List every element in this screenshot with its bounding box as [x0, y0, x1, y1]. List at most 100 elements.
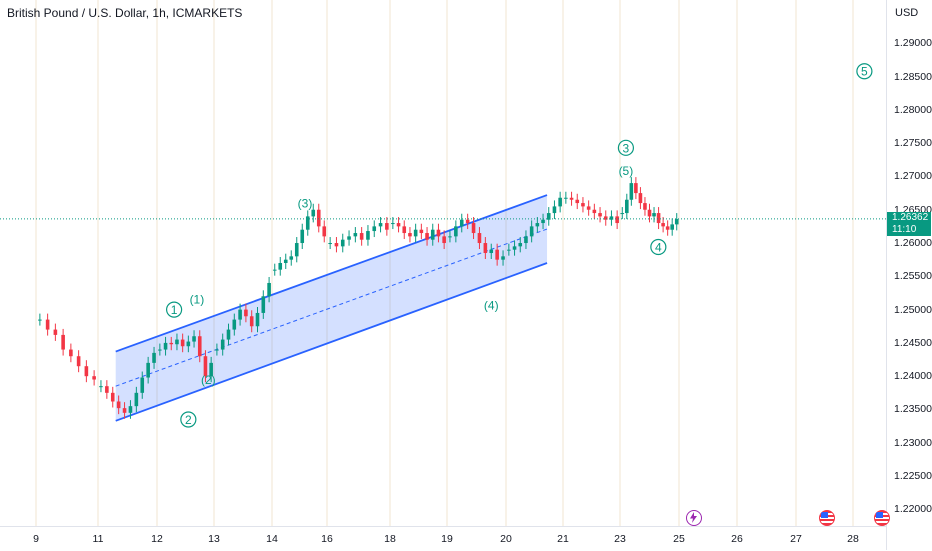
candle-body [192, 336, 196, 342]
candle-body [316, 209, 321, 227]
candle-body [372, 226, 377, 232]
candle-body [402, 226, 407, 234]
candle-body [186, 341, 191, 347]
candle-body [558, 197, 562, 207]
candle-body [300, 229, 305, 244]
candle-body [203, 356, 208, 377]
candle-body [158, 349, 162, 351]
candle-body [378, 223, 383, 227]
us-flag-icon[interactable] [873, 510, 890, 526]
price-tick: 1.23000 [894, 436, 932, 449]
candle-body [507, 249, 511, 251]
price-tick: 1.29000 [894, 37, 932, 50]
candle-body [501, 256, 505, 260]
price-tick: 1.27000 [894, 170, 932, 183]
price-axis[interactable] [886, 0, 932, 550]
time-tick: 13 [208, 533, 220, 545]
candle-body [609, 216, 614, 220]
candle-body [625, 199, 629, 214]
price-tick: 1.24500 [894, 336, 932, 349]
price-tick: 1.24000 [894, 370, 932, 383]
candle-body [92, 376, 96, 380]
candle-body [110, 392, 115, 402]
price-tick: 1.23500 [894, 403, 932, 416]
candle-body [647, 209, 652, 217]
candle-body [38, 319, 42, 321]
wave-label: 3 [623, 141, 630, 155]
candle-body [541, 219, 545, 224]
candle-body [471, 223, 476, 234]
candle-body [255, 312, 260, 327]
candle-body [483, 243, 488, 254]
candle-body [581, 203, 585, 207]
candle-body [430, 229, 435, 240]
time-tick: 21 [557, 533, 569, 545]
candle-body [76, 356, 81, 367]
candle-body [197, 336, 202, 357]
price-tick: 1.27500 [894, 137, 932, 150]
candle-body [634, 183, 638, 194]
candle-body [261, 296, 266, 313]
channel-upper-line [115, 194, 548, 353]
candle-body [448, 236, 452, 238]
time-tick: 16 [321, 533, 333, 545]
time-tick: 25 [673, 533, 685, 545]
candle-body [220, 339, 225, 350]
candlestick-series [0, 177, 886, 419]
wave-label: (5) [619, 164, 634, 178]
time-tick: 14 [266, 533, 278, 545]
candle-body [603, 216, 608, 220]
candle-body [226, 329, 231, 340]
candle-body [477, 233, 482, 244]
time-tick: 9 [33, 533, 39, 545]
candle-body [134, 392, 139, 407]
candle-body [278, 263, 283, 270]
wave-label-circle [650, 238, 667, 256]
candle-body [465, 219, 470, 224]
us-flag-icon[interactable] [819, 510, 836, 526]
wave-label-circle [166, 301, 183, 318]
candle-body [99, 386, 103, 388]
currency-label[interactable]: USD [895, 7, 919, 19]
time-tick: 12 [151, 533, 163, 545]
candle-body [592, 209, 597, 214]
candle-body [459, 219, 464, 227]
time-tick: 11 [92, 533, 104, 545]
candle-body [643, 203, 647, 210]
candle-body [140, 377, 145, 393]
candle-body [289, 256, 294, 260]
wave-label-circle [617, 139, 635, 156]
candle-body [385, 223, 389, 230]
candle-body [638, 193, 643, 204]
price-tick: 1.28000 [894, 103, 932, 116]
candle-body [598, 213, 602, 217]
candle-body [305, 216, 310, 230]
candle-body [61, 334, 65, 350]
candle-body [152, 352, 156, 363]
candle-body [442, 236, 446, 244]
wave-label: (4) [484, 298, 499, 312]
candle-body [359, 233, 364, 240]
price-chart[interactable]: 1 (1) (2) 2 (3) (4) 3 (5) 4 5 [0, 0, 886, 526]
candle-body [408, 233, 412, 237]
chart-grid [35, 0, 854, 526]
candle-body [128, 406, 133, 413]
wave-label: (3) [298, 197, 313, 211]
price-tick: 1.28500 [894, 70, 932, 83]
lightning-icon[interactable] [685, 510, 702, 526]
candle-body [524, 236, 528, 244]
candle-body [436, 229, 441, 237]
candle-body [569, 197, 574, 200]
candle-body [209, 362, 213, 377]
time-axis[interactable] [0, 526, 886, 551]
channel-fill [115, 195, 548, 421]
parallel-channel [115, 194, 548, 422]
candle-body [454, 226, 458, 237]
candle-body [575, 199, 580, 204]
time-tick: 20 [500, 533, 512, 545]
channel-lower-line [115, 262, 548, 422]
candle-body [535, 223, 540, 227]
last-price-value: 1.26362 [892, 212, 929, 223]
time-tick: 18 [384, 533, 396, 545]
candle-body [347, 236, 351, 240]
